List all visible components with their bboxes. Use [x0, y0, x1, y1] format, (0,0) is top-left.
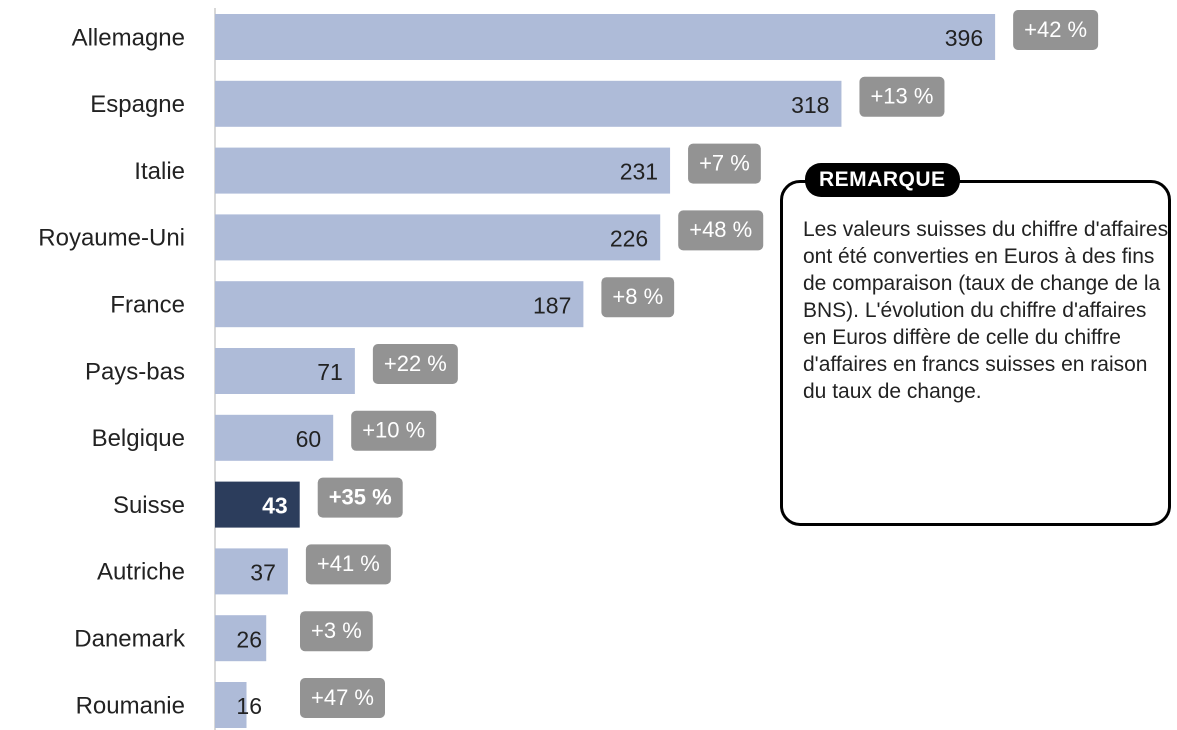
growth-label: +47 % [311, 685, 374, 710]
bar [215, 682, 247, 728]
growth-badge [351, 410, 437, 451]
bar [215, 414, 334, 461]
bar [215, 14, 996, 60]
category-label: Royaume-Uni [38, 225, 185, 252]
category-label: Belgique [92, 425, 185, 452]
bar [215, 147, 671, 194]
category-label: Danemark [74, 626, 186, 653]
category-label: Suisse [113, 492, 185, 519]
growth-badge [859, 76, 945, 117]
value-label: 318 [791, 92, 829, 118]
bar [215, 281, 584, 328]
growth-badge [688, 143, 761, 184]
category-label: Allemagne [72, 24, 185, 51]
value-label: 226 [610, 225, 648, 251]
value-label: 16 [236, 693, 262, 719]
growth-badge [317, 477, 403, 518]
category-label: Roumanie [76, 692, 185, 719]
growth-label: +13 % [870, 84, 933, 109]
value-label: 37 [250, 559, 276, 585]
growth-label: +41 % [317, 551, 380, 576]
category-label: Italie [134, 158, 185, 185]
growth-label: +3 % [311, 618, 362, 643]
bar [215, 214, 661, 261]
growth-badge [601, 277, 675, 318]
bar [215, 548, 288, 595]
note-title: REMARQUE [805, 163, 960, 197]
category-label: France [110, 292, 185, 319]
value-label: 71 [317, 359, 343, 385]
growth-label: +8 % [612, 284, 663, 309]
bar [215, 615, 267, 662]
growth-badge [300, 678, 385, 718]
growth-badge [305, 544, 391, 585]
growth-badge [678, 210, 764, 251]
growth-label: +48 % [689, 217, 752, 242]
value-label: 231 [620, 159, 658, 185]
note-box [780, 180, 1171, 526]
growth-badge [300, 611, 373, 652]
growth-badge [1013, 10, 1099, 50]
value-label: 187 [533, 292, 571, 318]
growth-label: +10 % [362, 418, 425, 443]
bar [215, 348, 355, 394]
growth-label: +35 % [329, 484, 392, 509]
growth-label: +42 % [1024, 17, 1087, 42]
bar [215, 80, 842, 127]
category-label: Espagne [90, 91, 185, 118]
value-label: 26 [236, 626, 262, 652]
growth-badge [372, 344, 458, 384]
growth-label: +22 % [384, 351, 447, 376]
value-label: 60 [296, 426, 322, 452]
value-label: 43 [262, 493, 288, 519]
value-label: 396 [945, 25, 983, 51]
category-label: Pays-bas [85, 358, 185, 385]
category-label: Autriche [97, 559, 185, 586]
bar [215, 481, 300, 528]
growth-label: +7 % [699, 150, 750, 175]
note-text: Les valeurs suisses du chiffre d'affaire… [803, 218, 1169, 403]
